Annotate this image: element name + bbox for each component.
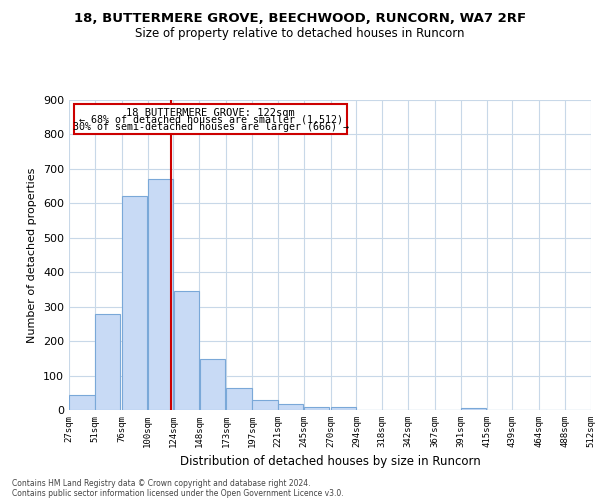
Text: 30% of semi-detached houses are larger (666) →: 30% of semi-detached houses are larger (… [73, 122, 349, 132]
Bar [199, 359, 225, 410]
Y-axis label: Number of detached properties: Number of detached properties [28, 168, 37, 342]
Bar [278, 404, 304, 410]
Text: 18, BUTTERMERE GROVE, BEECHWOOD, RUNCORN, WA7 2RF: 18, BUTTERMERE GROVE, BEECHWOOD, RUNCORN… [74, 12, 526, 26]
Bar [252, 400, 278, 410]
Bar [173, 291, 199, 410]
Bar [122, 196, 148, 410]
Bar [95, 314, 121, 410]
Text: Size of property relative to detached houses in Runcorn: Size of property relative to detached ho… [135, 28, 465, 40]
Bar [69, 395, 95, 410]
Bar [74, 104, 347, 134]
Bar [226, 388, 252, 410]
Text: Contains public sector information licensed under the Open Government Licence v3: Contains public sector information licen… [12, 488, 344, 498]
Text: 18 BUTTERMERE GROVE: 122sqm: 18 BUTTERMERE GROVE: 122sqm [126, 108, 295, 118]
Bar [461, 408, 487, 410]
Text: ← 68% of detached houses are smaller (1,512): ← 68% of detached houses are smaller (1,… [79, 114, 343, 124]
X-axis label: Distribution of detached houses by size in Runcorn: Distribution of detached houses by size … [179, 456, 481, 468]
Text: Contains HM Land Registry data © Crown copyright and database right 2024.: Contains HM Land Registry data © Crown c… [12, 478, 311, 488]
Bar [148, 179, 173, 410]
Bar [331, 407, 356, 410]
Bar [304, 406, 329, 410]
